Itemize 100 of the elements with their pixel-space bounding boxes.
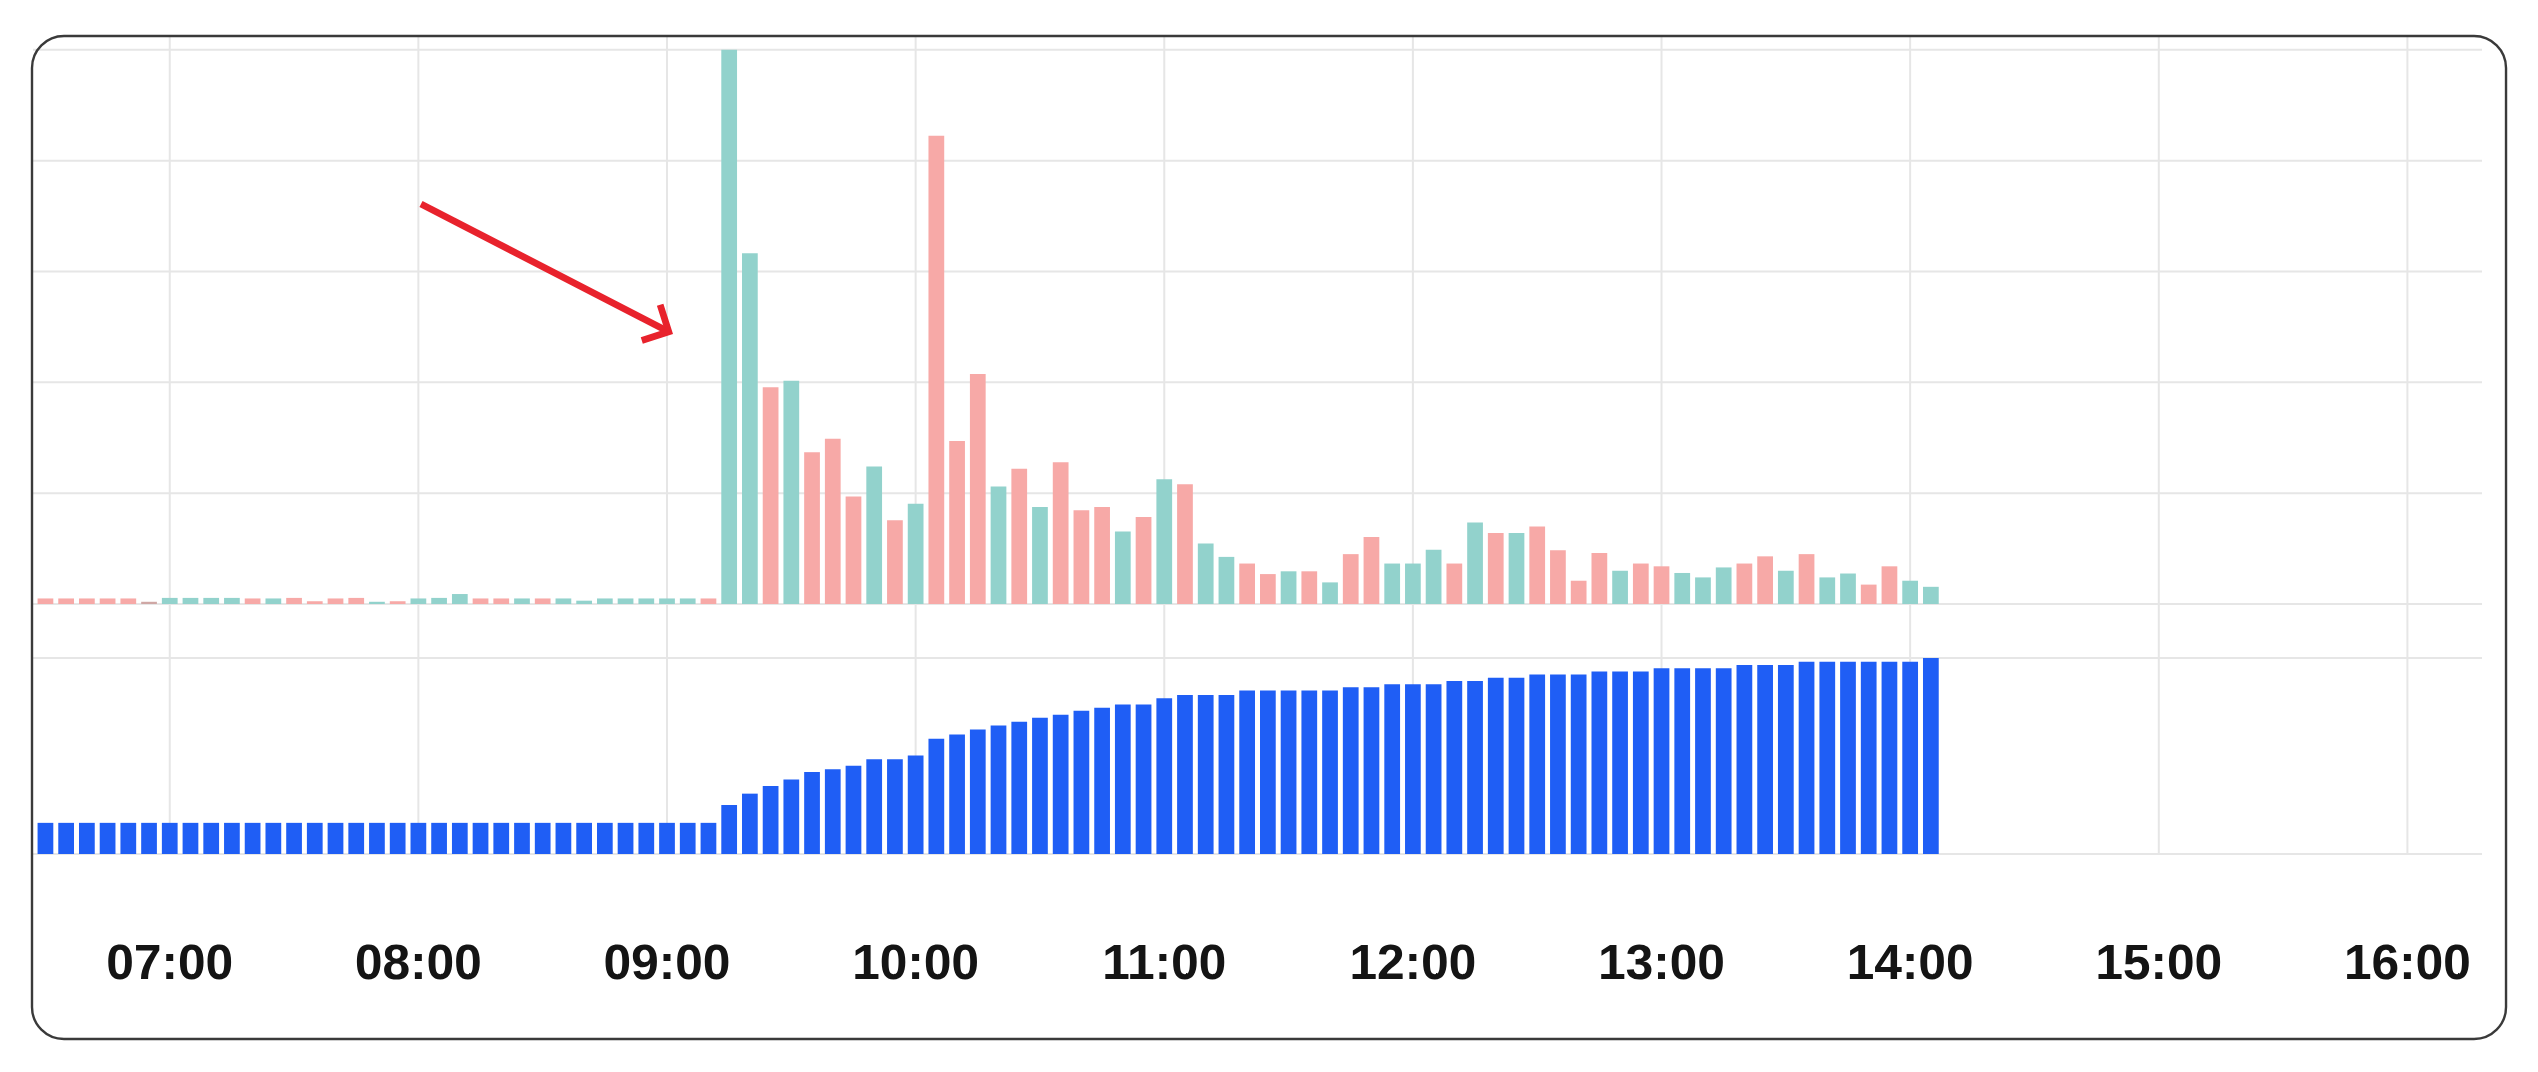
- bar: [824, 769, 841, 854]
- bar: [203, 597, 220, 604]
- bar: [1156, 479, 1173, 604]
- bar: [1591, 671, 1608, 854]
- bar: [1384, 684, 1401, 854]
- bar: [1135, 704, 1152, 854]
- bar: [1260, 690, 1276, 854]
- bar: [1715, 668, 1732, 854]
- bar: [493, 598, 510, 604]
- bar: [451, 594, 468, 604]
- bar: [348, 597, 365, 604]
- bar: [679, 598, 696, 604]
- bar: [555, 598, 572, 604]
- bar: [1280, 571, 1297, 604]
- bar: [1550, 674, 1566, 854]
- bar: [1011, 468, 1028, 604]
- bar: [721, 49, 738, 604]
- bar: [1218, 556, 1235, 604]
- bar: [58, 822, 75, 854]
- bar: [327, 598, 344, 604]
- x-tick-label: 11:00: [1105, 944, 1225, 980]
- bar: [638, 598, 655, 604]
- bar: [431, 597, 447, 604]
- bar: [1840, 661, 1856, 854]
- bar: [1446, 563, 1463, 604]
- bar: [700, 822, 717, 854]
- bar: [1798, 661, 1815, 854]
- bar: [928, 135, 945, 604]
- bar: [1425, 684, 1442, 854]
- bar: [1529, 674, 1546, 854]
- bar: [58, 598, 75, 604]
- bar: [1798, 554, 1815, 604]
- bar: [887, 520, 903, 604]
- bar: [783, 380, 800, 604]
- bar: [265, 598, 282, 604]
- bar: [1777, 570, 1794, 604]
- bar: [99, 598, 116, 604]
- bar: [1197, 694, 1214, 854]
- bar: [161, 597, 178, 604]
- bar: [1363, 687, 1380, 854]
- bar: [1653, 566, 1670, 604]
- bar: [617, 598, 634, 604]
- x-tick-label: 13:00: [1601, 944, 1723, 980]
- bar: [1508, 677, 1525, 854]
- bar: [182, 597, 199, 604]
- bar: [845, 765, 862, 854]
- bar: [1405, 563, 1421, 604]
- bar: [1570, 580, 1587, 604]
- bar: [286, 822, 302, 854]
- bar: [141, 822, 157, 854]
- bar: [1052, 714, 1069, 854]
- bar: [1239, 690, 1255, 854]
- x-tick-label: 08:00: [356, 944, 480, 980]
- bar: [1073, 510, 1090, 604]
- bar: [141, 601, 157, 604]
- bar: [1881, 661, 1898, 854]
- bar: [907, 503, 924, 604]
- bar: [969, 374, 986, 604]
- bar: [1819, 661, 1836, 854]
- bar: [1446, 680, 1463, 854]
- bar: [1342, 554, 1359, 604]
- bar: [1757, 556, 1773, 604]
- bar: [1736, 563, 1753, 604]
- bar: [1301, 571, 1318, 604]
- bar: [1591, 553, 1608, 604]
- x-tick-label: 12:00: [1352, 944, 1475, 980]
- bar: [1260, 574, 1276, 604]
- bar: [742, 253, 758, 604]
- bar: [1860, 661, 1877, 854]
- bar: [1425, 549, 1442, 604]
- bar: [638, 822, 655, 854]
- x-tick-label: 09:00: [605, 944, 729, 980]
- bar: [555, 822, 572, 854]
- bar: [907, 755, 924, 854]
- bar: [1674, 572, 1691, 604]
- bar: [286, 597, 302, 604]
- bar: [969, 729, 986, 854]
- bar: [37, 822, 54, 854]
- bar: [928, 738, 945, 854]
- bar: [783, 779, 800, 854]
- x-tick-label: 15:00: [2098, 944, 2221, 980]
- bar: [824, 438, 841, 604]
- bar: [1550, 550, 1566, 604]
- bar: [1674, 668, 1691, 854]
- bar: [804, 771, 820, 854]
- bar: [514, 598, 530, 604]
- bar: [182, 822, 199, 854]
- bar: [306, 822, 323, 854]
- bar: [866, 466, 883, 604]
- bar: [1011, 721, 1028, 854]
- bar: [1632, 563, 1649, 604]
- bar: [1384, 563, 1401, 604]
- bar: [451, 822, 468, 854]
- bar: [762, 786, 779, 854]
- bar: [1819, 577, 1836, 604]
- bar: [534, 598, 551, 604]
- bar: [1073, 710, 1090, 854]
- bar: [1653, 668, 1670, 854]
- bar: [1301, 690, 1318, 854]
- bar: [1177, 694, 1193, 854]
